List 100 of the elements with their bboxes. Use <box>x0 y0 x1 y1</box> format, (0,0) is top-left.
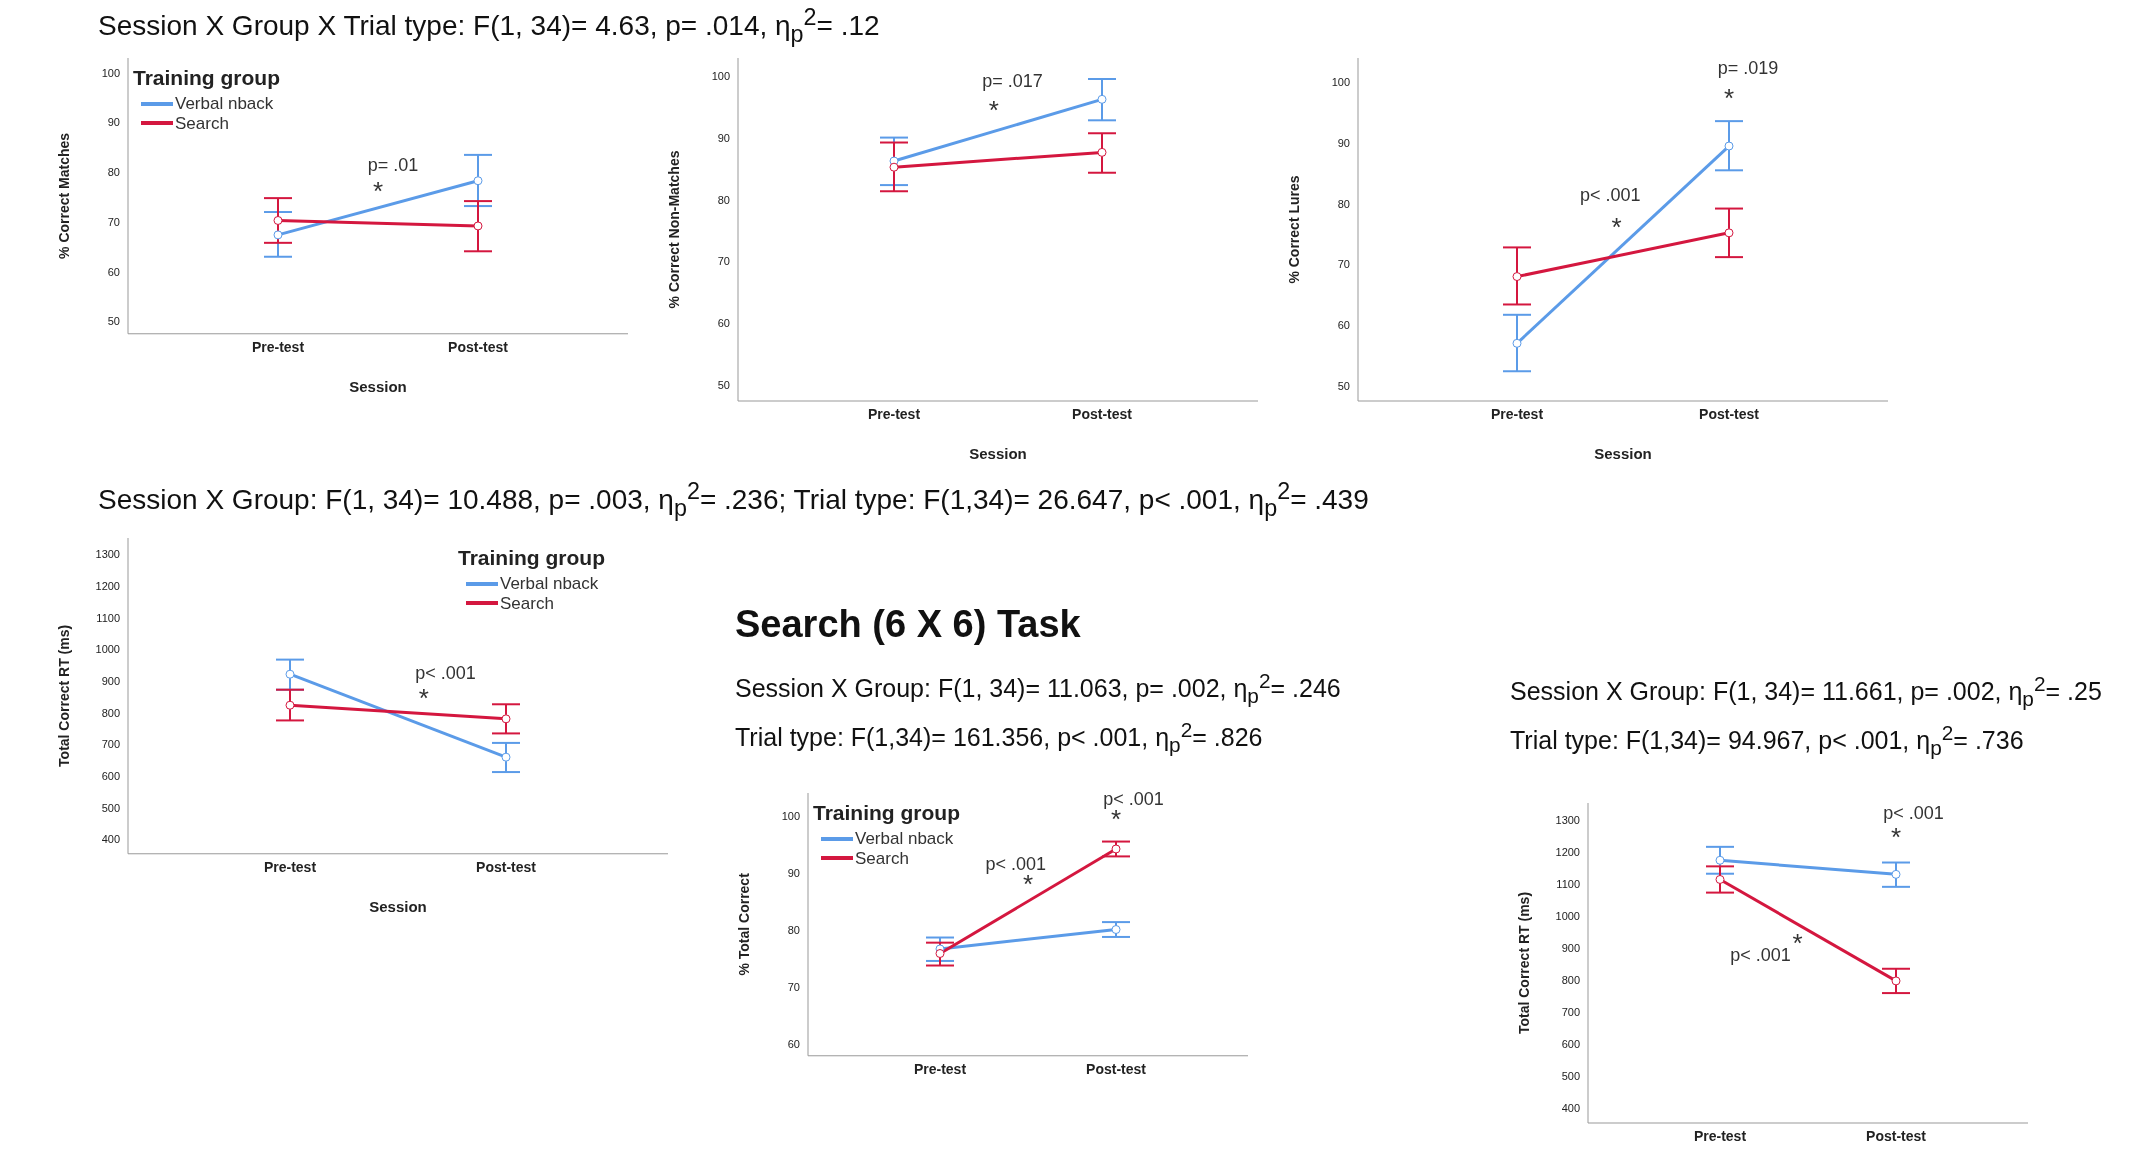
y-tick-label: 90 <box>1337 136 1350 149</box>
point <box>501 752 511 762</box>
y-tick-label: 600 <box>1561 1037 1580 1050</box>
point <box>473 176 483 186</box>
y-tick-label: 900 <box>101 675 120 688</box>
legend-label: Search <box>175 113 229 134</box>
y-tick-label: 80 <box>107 166 120 179</box>
legend-label: Search <box>500 593 554 614</box>
x-tick-label: Post-test <box>448 338 509 355</box>
y-tick-label: 50 <box>717 378 730 391</box>
annotation: p< .001 <box>1730 945 1791 966</box>
x-tick-label: Pre-test <box>263 858 317 875</box>
text: Session X Group: F(1, 34)= 10.488, p= .003, η$_{p}$$^{2}$= .236; Trial type: F(1,34)= 26.647, p< .001, η$_{p}$$^{2}$= .439 <box>98 478 1369 522</box>
y-tick-label: 1300 <box>95 548 120 561</box>
y-tick-label: 100 <box>711 70 730 83</box>
y-tick-label: 100 <box>1331 76 1350 89</box>
annotation: * <box>988 95 999 126</box>
x-tick-label: Pre-test <box>1490 405 1544 422</box>
y-tick-label: 1300 <box>1555 813 1580 826</box>
y-axis-title: % Correct Non-Matches <box>665 150 682 309</box>
x-tick-label: Post-test <box>1072 405 1133 422</box>
x-axis-title: Session <box>1594 445 1652 462</box>
y-tick-label: 50 <box>1337 379 1350 392</box>
y-tick-label: 100 <box>781 809 800 822</box>
legend-title: Training group <box>133 66 281 91</box>
annotation: p= .017 <box>982 70 1043 91</box>
legend-title: Training group <box>813 801 960 824</box>
y-tick-label: 500 <box>1561 1069 1580 1082</box>
y-tick-label: 900 <box>1561 941 1580 954</box>
y-tick-label: 70 <box>787 981 800 994</box>
y-tick-label: 90 <box>787 866 800 879</box>
y-tick-label: 700 <box>1561 1005 1580 1018</box>
annotation: p< .001 <box>1103 789 1164 810</box>
point <box>285 669 295 679</box>
y-tick-label: 80 <box>717 193 730 206</box>
y-tick-label: 600 <box>101 770 120 783</box>
y-tick-label: 50 <box>107 315 120 328</box>
annotation: * <box>1792 928 1803 959</box>
legend-label: Verbal nback <box>855 829 954 849</box>
y-tick-label: 90 <box>107 116 120 129</box>
point <box>1891 976 1901 986</box>
legend-label: Search <box>855 848 909 869</box>
chart-title: Session X Group X Trial type: F(1, 34)= 4.63, p= .014, η$_{p}$$^{2}$= .12 <box>98 7 880 48</box>
y-tick-label: 1200 <box>1555 845 1580 858</box>
point <box>1724 228 1734 238</box>
y-tick-label: 400 <box>1561 1101 1580 1114</box>
point <box>473 221 483 231</box>
y-tick-label: 1100 <box>96 611 120 624</box>
x-tick-label: Pre-test <box>1693 1127 1747 1144</box>
point <box>1512 338 1522 348</box>
annotation: p= .019 <box>1717 57 1779 78</box>
y-tick-label: 400 <box>101 833 120 846</box>
y-tick-label: 800 <box>1561 973 1580 986</box>
y-tick-label: 60 <box>717 317 730 330</box>
annotation: * <box>1611 211 1622 242</box>
x-axis-title: Session <box>969 445 1027 462</box>
y-tick-label: 80 <box>1337 197 1350 210</box>
point <box>1097 94 1107 104</box>
annotation: p< .001 <box>1883 802 1944 823</box>
point <box>1512 272 1522 282</box>
y-tick-label: 70 <box>1337 258 1350 271</box>
x-tick-label: Post-test <box>1866 1127 1927 1144</box>
point <box>1097 147 1107 157</box>
x-tick-label: Pre-test <box>867 405 921 422</box>
x-tick-label: Post-test <box>1699 405 1760 422</box>
y-axis-title: % Total Correct <box>735 872 752 976</box>
y-tick-label: 500 <box>101 801 120 814</box>
y-tick-label: 60 <box>1337 319 1350 332</box>
legend-label: Verbal nback <box>500 574 599 594</box>
annotation: * <box>418 683 429 714</box>
x-tick-label: Pre-test <box>251 338 305 355</box>
y-tick-label: 100 <box>101 66 120 79</box>
y-tick-label: 70 <box>717 255 730 268</box>
text: Session X Group: F(1, 34)= 11.661, p= .002, η$_{p}$$^{2}$= .25 Trial type: F(1,34)= 94.967, p< .001, η$_{p}$$^{2}$= .736 <box>1510 672 2102 759</box>
point <box>501 714 511 724</box>
point <box>1715 874 1725 884</box>
y-tick-label: 80 <box>787 924 800 936</box>
x-tick-label: Post-test <box>1086 1060 1147 1077</box>
y-axis-title: Total Correct RT (ms) <box>55 624 72 767</box>
annotation: p< .001 <box>415 663 476 684</box>
annotation: * <box>1890 821 1902 852</box>
x-tick-label: Pre-test <box>913 1060 967 1077</box>
point <box>889 162 899 172</box>
annotation: * <box>372 176 384 207</box>
y-tick-label: 800 <box>101 706 120 719</box>
x-tick-label: Post-test <box>476 858 537 875</box>
y-axis-title: % Correct Lures <box>1285 175 1302 284</box>
point <box>1111 925 1121 935</box>
x-axis-title: Session <box>369 897 427 915</box>
legend-label: Verbal nback <box>175 94 274 114</box>
annotation: p< .001 <box>1580 184 1641 205</box>
y-tick-label: 1100 <box>1556 877 1580 890</box>
y-tick-label: 60 <box>107 265 120 278</box>
y-tick-label: 1200 <box>95 580 120 593</box>
point <box>1111 844 1121 854</box>
chart-title: Search (6 X 6) Task <box>735 603 1082 646</box>
y-tick-label: 700 <box>101 738 120 751</box>
y-axis-title: % Correct Matches <box>55 132 72 259</box>
x-axis-title: Session <box>349 377 407 395</box>
point <box>273 215 283 225</box>
